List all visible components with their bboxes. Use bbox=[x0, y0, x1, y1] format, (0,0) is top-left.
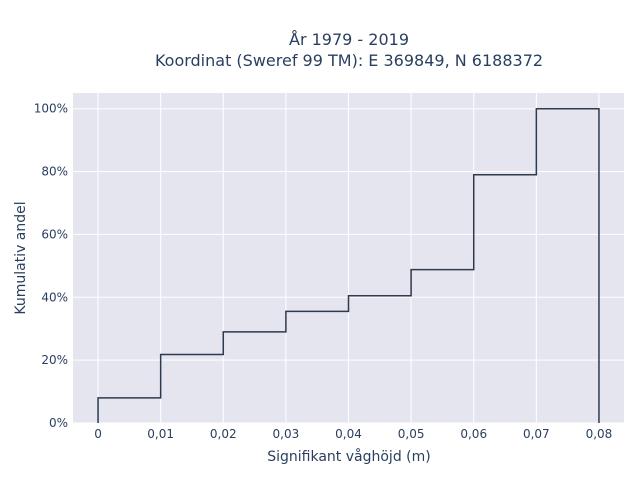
series-line bbox=[97, 107, 600, 423]
x-tick-label: 0,02 bbox=[210, 427, 237, 441]
y-tick-label: 0% bbox=[49, 416, 68, 430]
y-tick-label: 80% bbox=[41, 165, 68, 179]
x-tick-label: 0 bbox=[94, 427, 102, 441]
x-axis-title: Signifikant våghöjd (m) bbox=[267, 448, 430, 465]
chart-subtitle: Koordinat (Sweref 99 TM): E 369849, N 61… bbox=[155, 51, 543, 70]
x-tick-label: 0,06 bbox=[460, 427, 487, 441]
y-tick-label: 20% bbox=[41, 353, 68, 367]
y-axis-title: Kumulativ andel bbox=[13, 201, 29, 314]
y-tick-label: 60% bbox=[41, 227, 68, 241]
tick-labels: 0 0,01 0,02 0,03 0,04 0,05 0,06 0,07 0,08 0% 20% 40… bbox=[34, 102, 613, 441]
x-tick-label: 0,04 bbox=[335, 427, 362, 441]
x-tick-label: 0,07 bbox=[523, 427, 550, 441]
chart-title: År 1979 - 2019 bbox=[289, 30, 409, 49]
y-tick-label: 100% bbox=[34, 102, 68, 116]
x-tick-label: 0,03 bbox=[273, 427, 300, 441]
x-tick-label: 0,05 bbox=[398, 427, 425, 441]
x-tick-label: 0,01 bbox=[147, 427, 174, 441]
series-group bbox=[97, 107, 600, 423]
y-tick-label: 40% bbox=[41, 290, 68, 304]
x-tick-label: 0,08 bbox=[586, 427, 613, 441]
